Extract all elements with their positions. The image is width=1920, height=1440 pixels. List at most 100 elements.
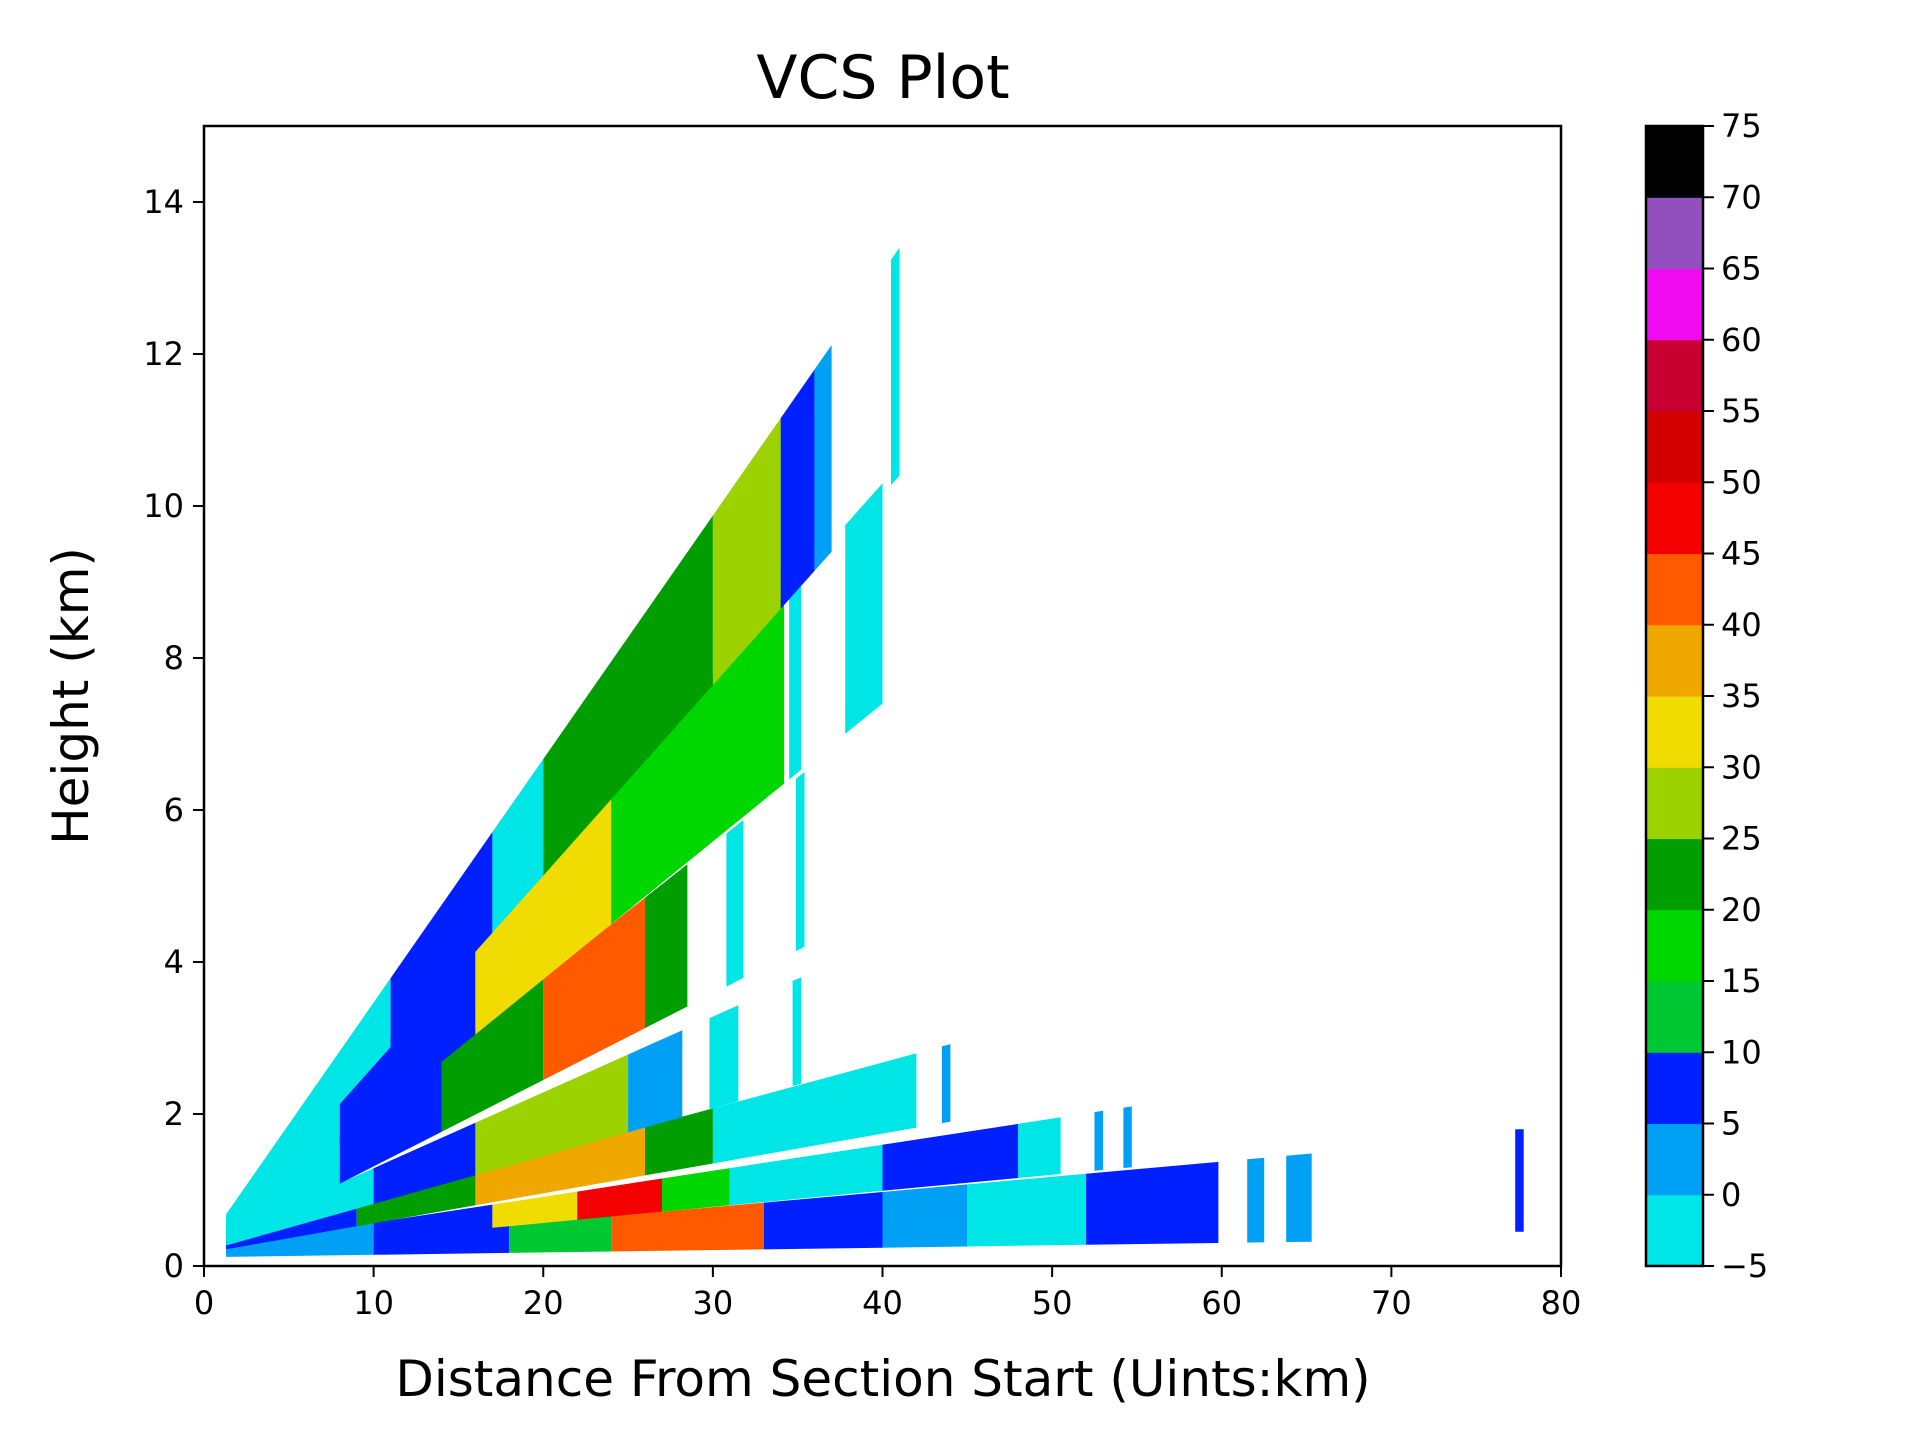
sweep-segment [709,1005,739,1110]
y-tick-label: 4 [164,943,184,981]
sweep-segment [577,1178,662,1220]
sweep-segment [226,978,391,1232]
sweep-segment [1247,1157,1265,1243]
sweep-segment [339,1058,442,1184]
colorbar-swatch [1646,838,1703,911]
sweep-segment [492,759,544,933]
x-axis-label: Distance From Section Start (Uints:km) [395,1350,1370,1408]
sweep-segment [882,1123,1019,1191]
sweep-segment [475,1126,645,1206]
sweep-segment [780,369,815,609]
colorbar-tick-label: 25 [1721,820,1762,858]
y-tick-label: 10 [143,487,184,525]
x-tick-label: 60 [1201,1284,1242,1322]
sweep-segment [475,788,612,1035]
sweep-segment [543,515,713,876]
sweep-segment [789,574,802,780]
sweep-segment [726,820,744,987]
x-tick-label: 30 [693,1284,734,1322]
sweep-segment [373,1204,493,1240]
colorbar-tick-label: 45 [1721,535,1762,573]
colorbar-swatch [1646,339,1703,412]
sweep-segment [882,1184,968,1248]
colorbar-swatch [1646,624,1703,697]
sweep-segment [662,1168,730,1212]
x-tick-label: 70 [1371,1284,1412,1322]
sweep-segment [1123,1106,1132,1168]
sweep-segment [356,1172,476,1227]
colorbar-swatch [1646,1052,1703,1125]
x-tick-label: 50 [1032,1284,1073,1322]
sweep-segment [814,345,832,571]
colorbar-tick-label: 55 [1721,392,1762,430]
y-axis-label: Height (km) [42,547,100,845]
colorbar-tick-label: 10 [1721,1033,1762,1071]
sweep-segment [891,247,900,486]
sweeps-layer [226,247,1524,1257]
sweep-segment [475,1054,629,1176]
x-axis: 0 10 20 30 40 50 60 70 80 [194,1266,1582,1322]
y-axis: 0 2 4 6 8 10 12 14 [143,183,204,1285]
sweep-segment [509,1216,612,1253]
colorbar-tick-label: 35 [1721,677,1762,715]
x-tick-label: 80 [1541,1284,1582,1322]
sweep-segment [1086,1161,1219,1245]
sweep-segment [226,1222,374,1254]
sweep-segment [792,977,802,1086]
colorbar-tick-label: 40 [1721,606,1762,644]
colorbar-tick-label: 70 [1721,178,1762,216]
colorbar-tick-label: 30 [1721,748,1762,786]
colorbar-swatch [1646,1194,1703,1267]
colorbar-swatch [1646,268,1703,341]
sweep-segment [543,897,645,1080]
sweep-segment [941,1044,951,1124]
sweep-segment [390,832,493,1047]
y-tick-label: 0 [164,1247,184,1285]
sweep-segment [645,864,688,1029]
sweep-segment [628,1030,683,1133]
sweep-segment [845,483,883,734]
sweep-segment [373,1122,476,1204]
sweep-segment [339,941,476,1145]
colorbar-tick-label: 65 [1721,250,1762,288]
y-tick-label: 14 [143,183,184,221]
colorbar-tick-label: 0 [1721,1176,1741,1214]
colorbar-tick-label: 75 [1721,107,1762,145]
colorbar-tick-label: 20 [1721,891,1762,929]
sweep-segment [967,1173,1087,1247]
colorbar-swatch [1646,411,1703,483]
colorbar-tick-label: 50 [1721,463,1762,501]
sweep-segment [796,772,805,952]
sweep-segment [1018,1117,1061,1178]
colorbar-swatch [1646,909,1703,982]
sweep-segment [729,1144,883,1206]
sweep-segment [611,1202,764,1252]
colorbar-tick-label: −5 [1721,1247,1768,1285]
colorbar-swatch [1646,553,1703,626]
colorbar-swatch [1646,1123,1703,1196]
colorbar-swatch [1646,482,1703,555]
colorbar-swatch [1646,126,1703,198]
sweep-segment [611,593,785,925]
sweep-segment [1515,1129,1524,1232]
x-tick-label: 20 [523,1284,564,1322]
x-tick-label: 40 [862,1284,903,1322]
chart-title: VCS Plot [756,43,1009,113]
x-tick-label: 10 [353,1284,394,1322]
sweep-segment [763,1192,883,1250]
sweep-segment [645,1108,713,1176]
sweep-segment [1094,1110,1103,1171]
y-tick-label: 8 [164,639,184,677]
colorbar-swatch [1646,696,1703,768]
colorbar-swatch [1646,981,1703,1053]
colorbar: −5 0 5 10 15 20 25 30 35 40 45 50 55 60 65 70 75 [1644,107,1768,1285]
sweep-segment [226,1168,374,1246]
y-tick-label: 6 [164,791,184,829]
y-tick-label: 2 [164,1095,184,1133]
sweep-segment [712,418,781,686]
colorbar-swatch [1646,197,1703,270]
colorbar-tick-label: 60 [1721,321,1762,359]
sweep-segment [373,1225,510,1255]
colorbar-tick-label: 5 [1721,1105,1741,1143]
